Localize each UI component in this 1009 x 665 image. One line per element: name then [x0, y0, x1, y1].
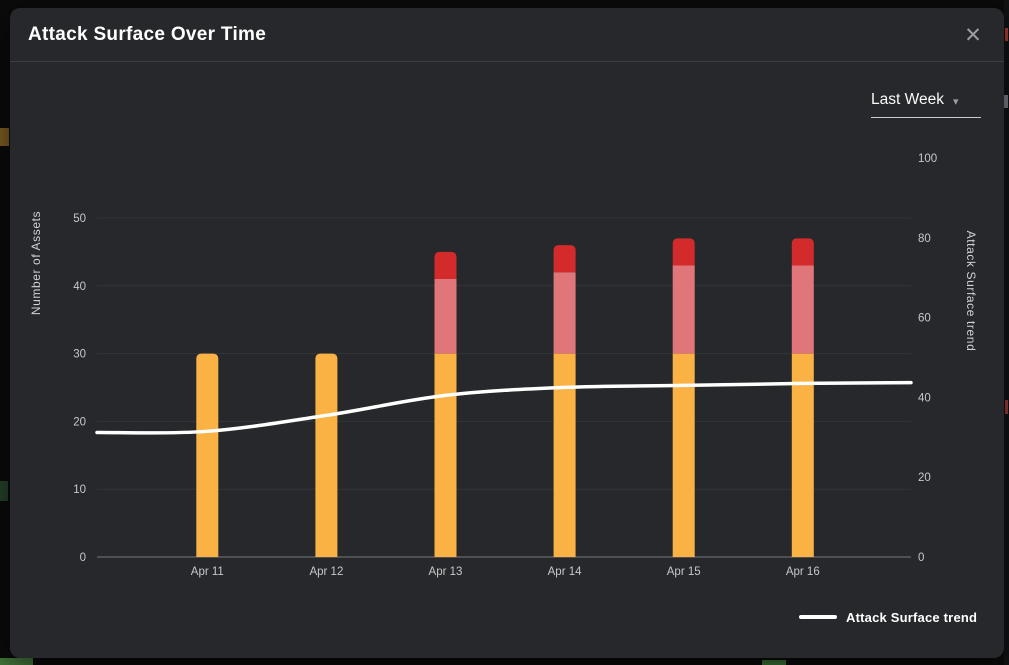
modal-title: Attack Surface Over Time [28, 24, 267, 45]
backdrop-strip [1004, 0, 1009, 665]
backdrop-fragment [1005, 28, 1008, 41]
legend-label: Attack Surface trend [846, 609, 978, 625]
backdrop-fragment [1005, 400, 1008, 414]
backdrop-fragment [0, 481, 8, 501]
attack-surface-modal: Attack Surface Over Time ✕ Last Week ▾ A… [10, 8, 1004, 658]
backdrop-fragment [0, 658, 33, 665]
time-range-value: Last Week [871, 91, 944, 108]
close-icon[interactable]: ✕ [964, 23, 982, 47]
legend-item-trend[interactable]: Attack Surface trend [799, 608, 977, 626]
legend-line-swatch [799, 615, 837, 619]
modal-header: Attack Surface Over Time ✕ [10, 8, 1004, 62]
backdrop-fragment [762, 660, 786, 665]
backdrop-fragment [1004, 95, 1008, 108]
backdrop-fragment [0, 128, 9, 146]
chevron-down-icon: ▾ [952, 96, 959, 108]
time-range-selector[interactable]: Last Week ▾ [871, 88, 981, 118]
